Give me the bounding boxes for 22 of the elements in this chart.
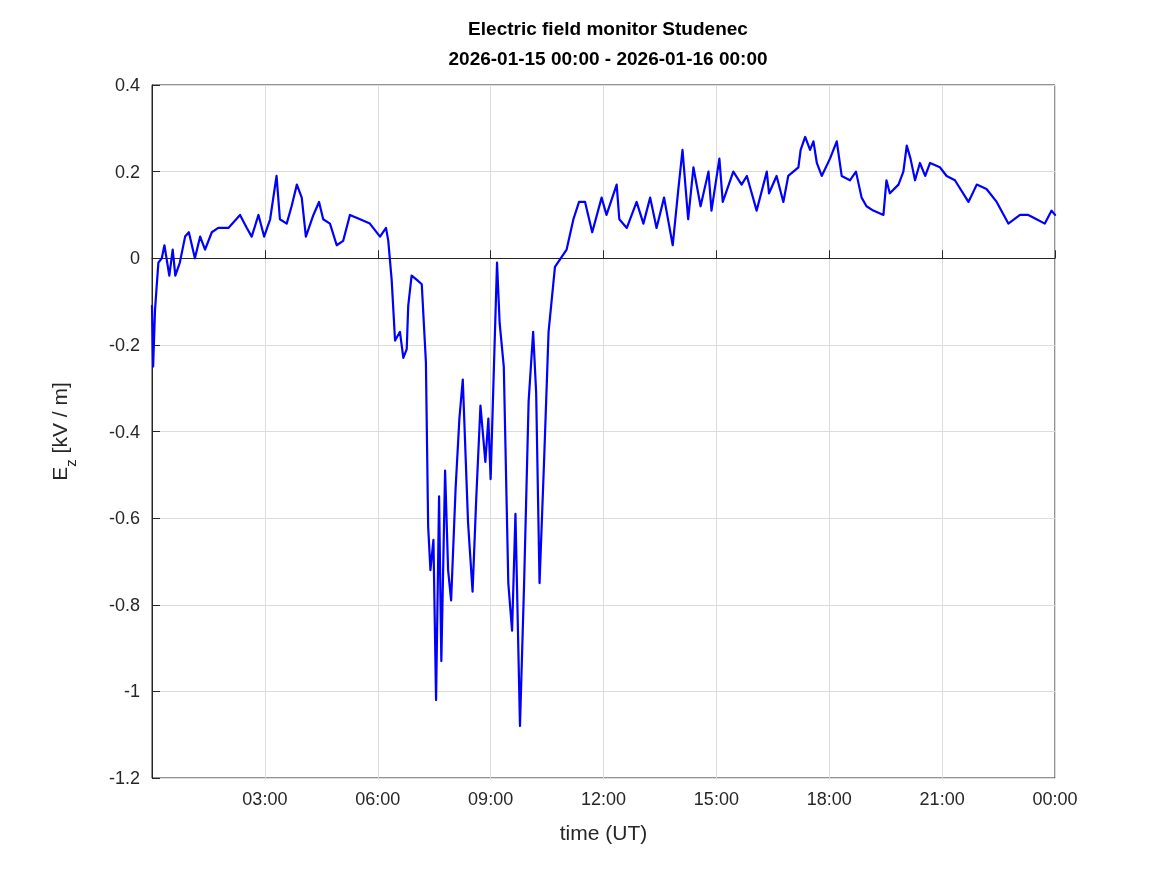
y-tick-label: 0.4 [114,75,140,95]
x-tick-label: 15:00 [693,789,739,809]
x-tick-label: 00:00 [1032,789,1078,809]
y-tick-label: 0 [129,248,140,269]
y-tick-label: -1.2 [108,768,140,788]
y-tick-label: -0.8 [108,594,140,615]
x-axis-title: time (UT) [559,821,648,844]
x-tick-label: 18:00 [806,789,852,809]
y-tick-label: -0.4 [108,421,140,442]
y-axis-title: Ez [kV / m] [48,382,79,481]
x-tick-label: 03:00 [242,789,288,809]
line-series [150,135,1057,728]
y-tick-label: -0.2 [108,334,140,355]
x-tick-label: 09:00 [468,789,514,809]
y-tick-label: -1 [123,681,140,702]
chart-subtitle: 2026-01-15 00:00 - 2026-01-16 00:00 [448,48,768,69]
y-tick-label: -0.6 [108,508,140,529]
x-tick-label: 06:00 [355,789,401,809]
x-tick-label: 12:00 [580,789,627,809]
x-tick-label: 21:00 [919,789,965,809]
chart-title: Electric field monitor Studenec [468,18,749,39]
y-tick-label: 0.2 [114,161,140,182]
